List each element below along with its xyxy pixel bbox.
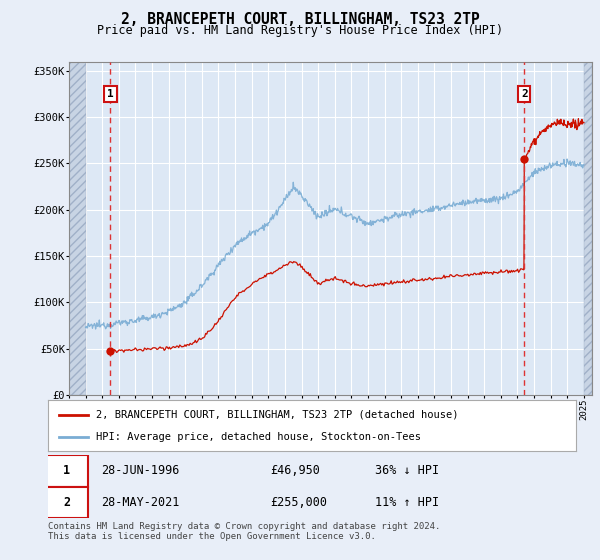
Bar xyxy=(69,62,86,395)
Text: Price paid vs. HM Land Registry's House Price Index (HPI): Price paid vs. HM Land Registry's House … xyxy=(97,24,503,36)
Text: Contains HM Land Registry data © Crown copyright and database right 2024.
This d: Contains HM Land Registry data © Crown c… xyxy=(48,522,440,542)
Text: 2, BRANCEPETH COURT, BILLINGHAM, TS23 2TP: 2, BRANCEPETH COURT, BILLINGHAM, TS23 2T… xyxy=(121,12,479,27)
Text: 28-JUN-1996: 28-JUN-1996 xyxy=(101,464,179,478)
Text: HPI: Average price, detached house, Stockton-on-Tees: HPI: Average price, detached house, Stoc… xyxy=(95,432,421,442)
Text: £255,000: £255,000 xyxy=(270,496,327,509)
Text: 1: 1 xyxy=(63,464,70,478)
Text: £46,950: £46,950 xyxy=(270,464,320,478)
Text: 2, BRANCEPETH COURT, BILLINGHAM, TS23 2TP (detached house): 2, BRANCEPETH COURT, BILLINGHAM, TS23 2T… xyxy=(95,409,458,419)
Text: 2: 2 xyxy=(521,89,527,99)
Text: 36% ↓ HPI: 36% ↓ HPI xyxy=(376,464,439,478)
Bar xyxy=(584,62,592,395)
Text: 11% ↑ HPI: 11% ↑ HPI xyxy=(376,496,439,509)
Text: 1: 1 xyxy=(107,89,114,99)
FancyBboxPatch shape xyxy=(46,487,88,518)
Text: 28-MAY-2021: 28-MAY-2021 xyxy=(101,496,179,509)
FancyBboxPatch shape xyxy=(46,455,88,487)
Text: 2: 2 xyxy=(63,496,70,509)
